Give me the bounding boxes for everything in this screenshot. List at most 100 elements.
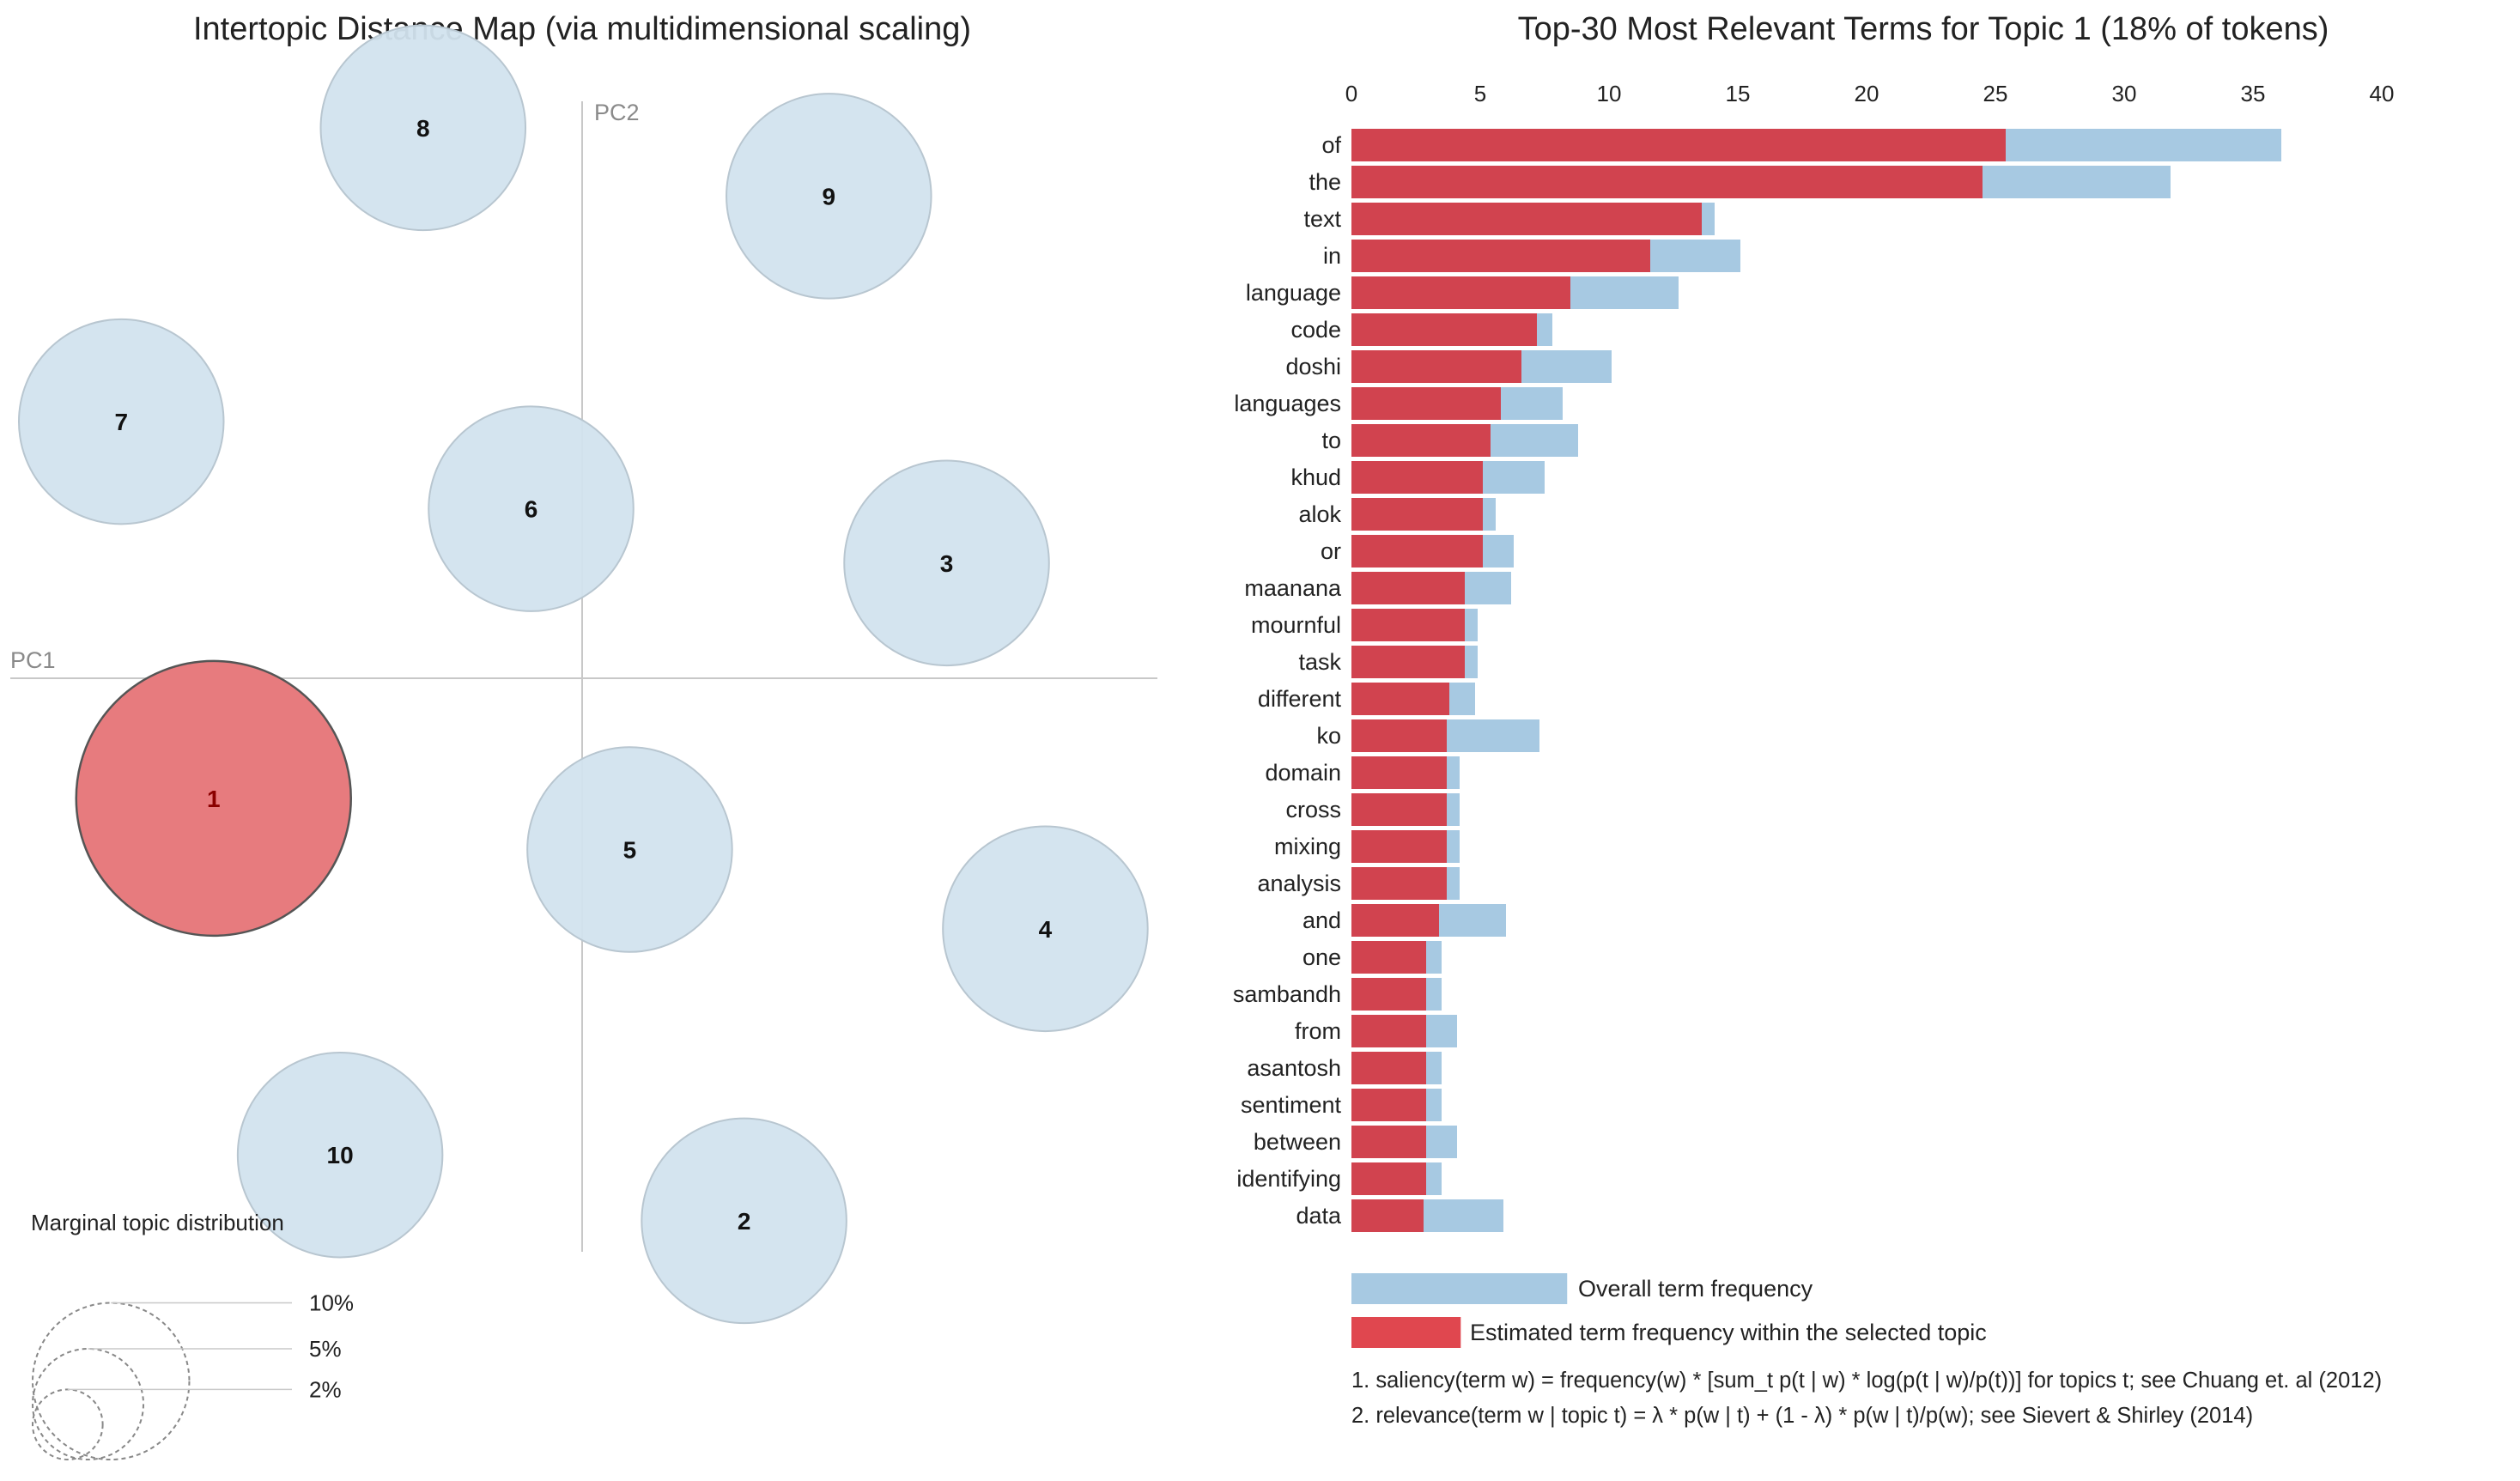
bar-topic-ko[interactable] [1351,719,1447,752]
bar-topic-of[interactable] [1351,129,2006,161]
bar-topic-data[interactable] [1351,1199,1424,1232]
topic-label-9: 9 [823,183,836,209]
term-label-ko[interactable]: ko [1316,723,1341,749]
topic-circles: 2 3 4 5 6 7 8 9 10 1 [17,24,1149,1325]
term-label-or[interactable]: or [1321,538,1341,564]
term-label-domain[interactable]: domain [1265,760,1341,786]
bar-topic-between[interactable] [1351,1126,1426,1158]
term-label-data[interactable]: data [1296,1203,1342,1229]
term-label-mournful[interactable]: mournful [1251,612,1341,638]
topic-circle-2[interactable] [641,1117,847,1325]
bar-topic-language[interactable] [1351,276,1570,309]
bar-topic-mournful[interactable] [1351,609,1465,641]
topic-label-2: 2 [738,1208,751,1235]
term-label-in[interactable]: in [1323,243,1341,269]
term-bars [1351,129,2281,1232]
topic-circle-10[interactable] [236,1051,444,1259]
bar-topic-task[interactable] [1351,646,1465,678]
term-label-alok[interactable]: alok [1298,501,1341,527]
bar-topic-or[interactable] [1351,535,1483,568]
pc2-axis-label: PC2 [594,100,640,125]
bar-topic-different[interactable] [1351,683,1449,715]
topic-label-5: 5 [623,837,637,864]
bar-topic-doshi[interactable] [1351,350,1521,383]
bar-topic-khud[interactable] [1351,461,1483,494]
bar-x-axis-ticks: 0 5 10 15 20 25 30 35 40 [1345,81,2395,106]
intertopic-map-title: Intertopic Distance Map (via multidimens… [193,11,971,47]
bar-topic-sambandh[interactable] [1351,978,1426,1011]
topic-circle-6[interactable] [428,405,635,612]
term-label-asantosh[interactable]: asantosh [1247,1055,1341,1081]
topic-circle-8[interactable] [319,24,527,232]
bar-topic-and[interactable] [1351,904,1439,937]
term-label-text[interactable]: text [1303,206,1341,232]
bar-topic-in[interactable] [1351,240,1650,272]
marginal-circle-2 [32,1388,104,1460]
bar-chart-legend: Overall term frequency Estimated term fr… [1351,1273,1987,1348]
topic-circle-5[interactable] [526,746,733,953]
x-tick-5: 5 [1474,81,1486,106]
topic-label-10: 10 [327,1142,354,1168]
bar-topic-maanana[interactable] [1351,572,1465,604]
term-label-sambandh[interactable]: sambandh [1233,981,1341,1007]
topic-label-3: 3 [940,550,954,577]
bar-topic-from[interactable] [1351,1015,1426,1047]
x-tick-15: 15 [1726,81,1751,106]
term-label-doshi[interactable]: doshi [1285,354,1341,379]
legend-swatch-selected [1351,1317,1461,1348]
term-label-to[interactable]: to [1321,428,1341,453]
footnote-saliency: 1. saliency(term w) = frequency(w) * [su… [1351,1369,2382,1393]
term-label-different[interactable]: different [1258,686,1342,712]
term-label-maanana[interactable]: maanana [1244,575,1342,601]
term-label-languages[interactable]: languages [1234,391,1341,416]
bar-topic-mixing[interactable] [1351,830,1447,863]
term-label-mixing[interactable]: mixing [1274,834,1341,859]
bar-topic-identifying[interactable] [1351,1162,1426,1195]
x-tick-0: 0 [1345,81,1357,106]
term-bar-chart-panel: Top-30 Most Relevant Terms for Topic 1 (… [1233,11,2395,1428]
term-label-the[interactable]: the [1309,169,1341,195]
legend-label-overall: Overall term frequency [1578,1276,1813,1302]
bar-topic-sentiment[interactable] [1351,1089,1426,1121]
term-label-identifying[interactable]: identifying [1236,1166,1341,1192]
term-label-and[interactable]: and [1303,907,1341,933]
marginal-topic-distribution-legend: Marginal topic distribution 2% 5% 10% [31,1210,354,1461]
x-tick-40: 40 [2370,81,2395,106]
marginal-legend-title: Marginal topic distribution [31,1210,284,1235]
marginal-label-5: 5% [309,1336,342,1362]
term-label-between[interactable]: between [1254,1129,1341,1155]
bar-topic-analysis[interactable] [1351,867,1447,900]
bar-topic-the[interactable] [1351,166,1983,198]
term-label-language[interactable]: language [1246,280,1341,306]
topic-label-8: 8 [416,115,430,142]
term-label-sentiment[interactable]: sentiment [1241,1092,1342,1118]
term-label-one[interactable]: one [1303,944,1341,970]
term-label-code[interactable]: code [1290,317,1341,343]
x-tick-20: 20 [1855,81,1879,106]
intertopic-map-panel: Intertopic Distance Map (via multidimens… [10,11,1157,1461]
term-label-from[interactable]: from [1295,1018,1341,1044]
bar-topic-code[interactable] [1351,313,1537,346]
bar-topic-languages[interactable] [1351,387,1501,420]
bar-topic-alok[interactable] [1351,498,1483,531]
term-label-cross[interactable]: cross [1285,797,1341,822]
bar-topic-domain[interactable] [1351,756,1447,789]
topic-circle-1[interactable] [75,659,352,938]
bar-topic-to[interactable] [1351,424,1491,457]
pc1-axis-label: PC1 [10,647,56,673]
term-label-task[interactable]: task [1298,649,1341,675]
bar-topic-one[interactable] [1351,941,1426,974]
x-tick-25: 25 [1983,81,2008,106]
term-label-khud[interactable]: khud [1290,464,1341,490]
marginal-circle-5 [32,1347,145,1460]
topic-circle-7[interactable] [17,318,225,525]
term-label-of[interactable]: of [1321,132,1341,158]
marginal-legend-circles: 2% 5% 10% [31,1290,354,1461]
bar-topic-asantosh[interactable] [1351,1052,1426,1084]
term-label-analysis[interactable]: analysis [1257,871,1341,896]
topic-circle-9[interactable] [726,93,932,300]
bar-topic-text[interactable] [1351,203,1702,235]
topic-circle-4[interactable] [942,825,1149,1033]
topic-circle-3[interactable] [843,459,1050,667]
bar-topic-cross[interactable] [1351,793,1447,826]
